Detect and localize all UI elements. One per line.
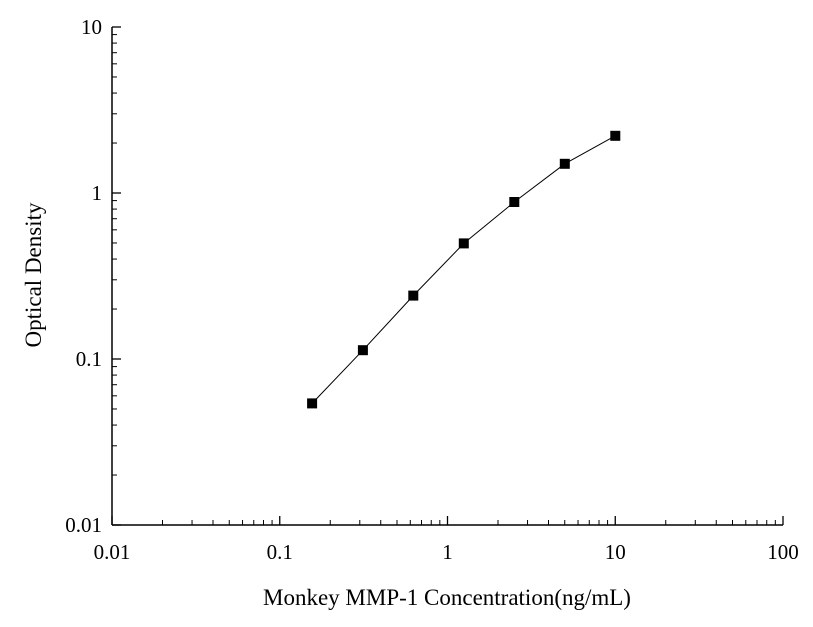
y-tick-label: 1 <box>92 181 103 205</box>
y-tick-label: 10 <box>81 15 102 39</box>
data-point <box>610 130 621 141</box>
y-axis-title: Optical Density <box>21 202 46 347</box>
data-point <box>458 238 469 249</box>
x-tick-label: 1 <box>442 540 453 564</box>
x-tick-label: 10 <box>605 540 626 564</box>
data-point <box>357 345 368 356</box>
data-point <box>509 197 520 207</box>
y-tick-label: 0.1 <box>76 347 102 371</box>
data-point <box>559 158 570 169</box>
y-tick-label: 0.01 <box>65 513 102 537</box>
axes <box>111 27 783 526</box>
x-tick-label: 0.1 <box>267 540 293 564</box>
series-line <box>311 135 616 404</box>
series-layer <box>307 130 621 409</box>
data-point <box>307 398 318 409</box>
x-tick-label: 0.01 <box>94 540 131 564</box>
x-axis-title: Monkey MMP-1 Concentration(ng/mL) <box>263 585 631 610</box>
ticks: 0.01 0.1 1 10 100 0.01 0.1 1 10 <box>65 15 799 564</box>
data-point <box>408 290 419 301</box>
x-tick-label: 100 <box>767 540 799 564</box>
